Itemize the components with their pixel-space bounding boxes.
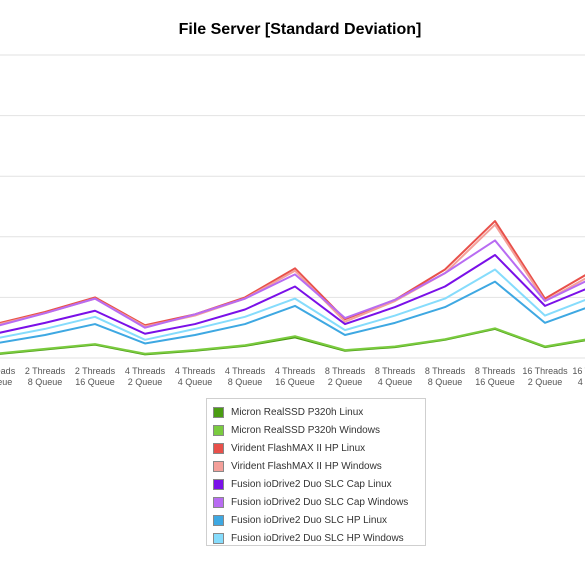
legend: Micron RealSSD P320h Linux Micron RealSSD… <box>206 398 426 546</box>
series-line-6 <box>0 280 585 345</box>
legend-entry: Virident FlashMAX II HP Linux <box>213 439 419 457</box>
legend-label: Micron RealSSD P320h Linux <box>231 406 364 418</box>
legend-entry: Fusion ioDrive2 Duo SLC HP Linux <box>213 511 419 529</box>
legend-entry: Fusion ioDrive2 Duo SLC Cap Windows <box>213 493 419 511</box>
legend-label: Virident FlashMAX II HP Windows <box>231 460 382 472</box>
x-tick-label: 8 Threads 16 Queue <box>475 366 516 387</box>
x-tick-label: 8 Threads 4 Queue <box>375 366 416 387</box>
legend-swatch <box>213 460 224 472</box>
series-line-0 <box>0 327 585 356</box>
legend-swatch <box>213 442 224 454</box>
legend-swatch <box>213 406 224 418</box>
x-tick-label: 4 Threads 8 Queue <box>225 366 266 387</box>
legend-entry: Fusion ioDrive2 Duo SLC Cap Linux <box>213 475 419 493</box>
x-tick-label: 4 Threads 16 Queue <box>275 366 316 387</box>
series-line-2 <box>0 220 585 327</box>
x-tick-label: 4 Threads 2 Queue <box>125 366 166 387</box>
legend-entry: Micron RealSSD P320h Linux <box>213 403 419 421</box>
x-tick-label: 2 Threads 8 Queue <box>25 366 66 387</box>
legend-label: Micron RealSSD P320h Windows <box>231 424 380 436</box>
x-tick-label: 16 Threads 2 Queue <box>522 366 568 387</box>
legend-label: Fusion ioDrive2 Duo SLC Cap Linux <box>231 478 392 490</box>
series-line-4 <box>0 253 585 335</box>
legend-swatch <box>213 424 224 436</box>
legend-entry: Micron RealSSD P320h Windows <box>213 421 419 439</box>
legend-entry: Fusion ioDrive2 Duo SLC HP Windows <box>213 529 419 547</box>
legend-entry: Virident FlashMAX II HP Windows <box>213 457 419 475</box>
legend-swatch <box>213 478 224 490</box>
series-line-7 <box>0 268 585 341</box>
gridlines <box>0 54 585 359</box>
legend-label: Fusion ioDrive2 Duo SLC HP Linux <box>231 514 388 526</box>
x-tick-label: 2 Threads 16 Queue <box>75 366 116 387</box>
legend-swatch <box>213 532 224 544</box>
series-lines <box>0 220 585 356</box>
series-line-1 <box>0 327 585 355</box>
legend-label: Virident FlashMAX II HP Linux <box>231 442 366 454</box>
x-tick-label: 4 Threads 4 Queue <box>175 366 216 387</box>
legend-label: Fusion ioDrive2 Duo SLC Cap Windows <box>231 496 409 508</box>
x-tick-label: 8 Threads 8 Queue <box>425 366 466 387</box>
x-tick-label: 8 Threads 2 Queue <box>325 366 366 387</box>
chart-title: File Server [Standard Deviation] <box>179 21 422 38</box>
series-line-5 <box>0 239 585 329</box>
legend-label: Fusion ioDrive2 Duo SLC HP Windows <box>231 532 404 544</box>
legend-swatch <box>213 496 224 508</box>
legend-swatch <box>213 514 224 526</box>
